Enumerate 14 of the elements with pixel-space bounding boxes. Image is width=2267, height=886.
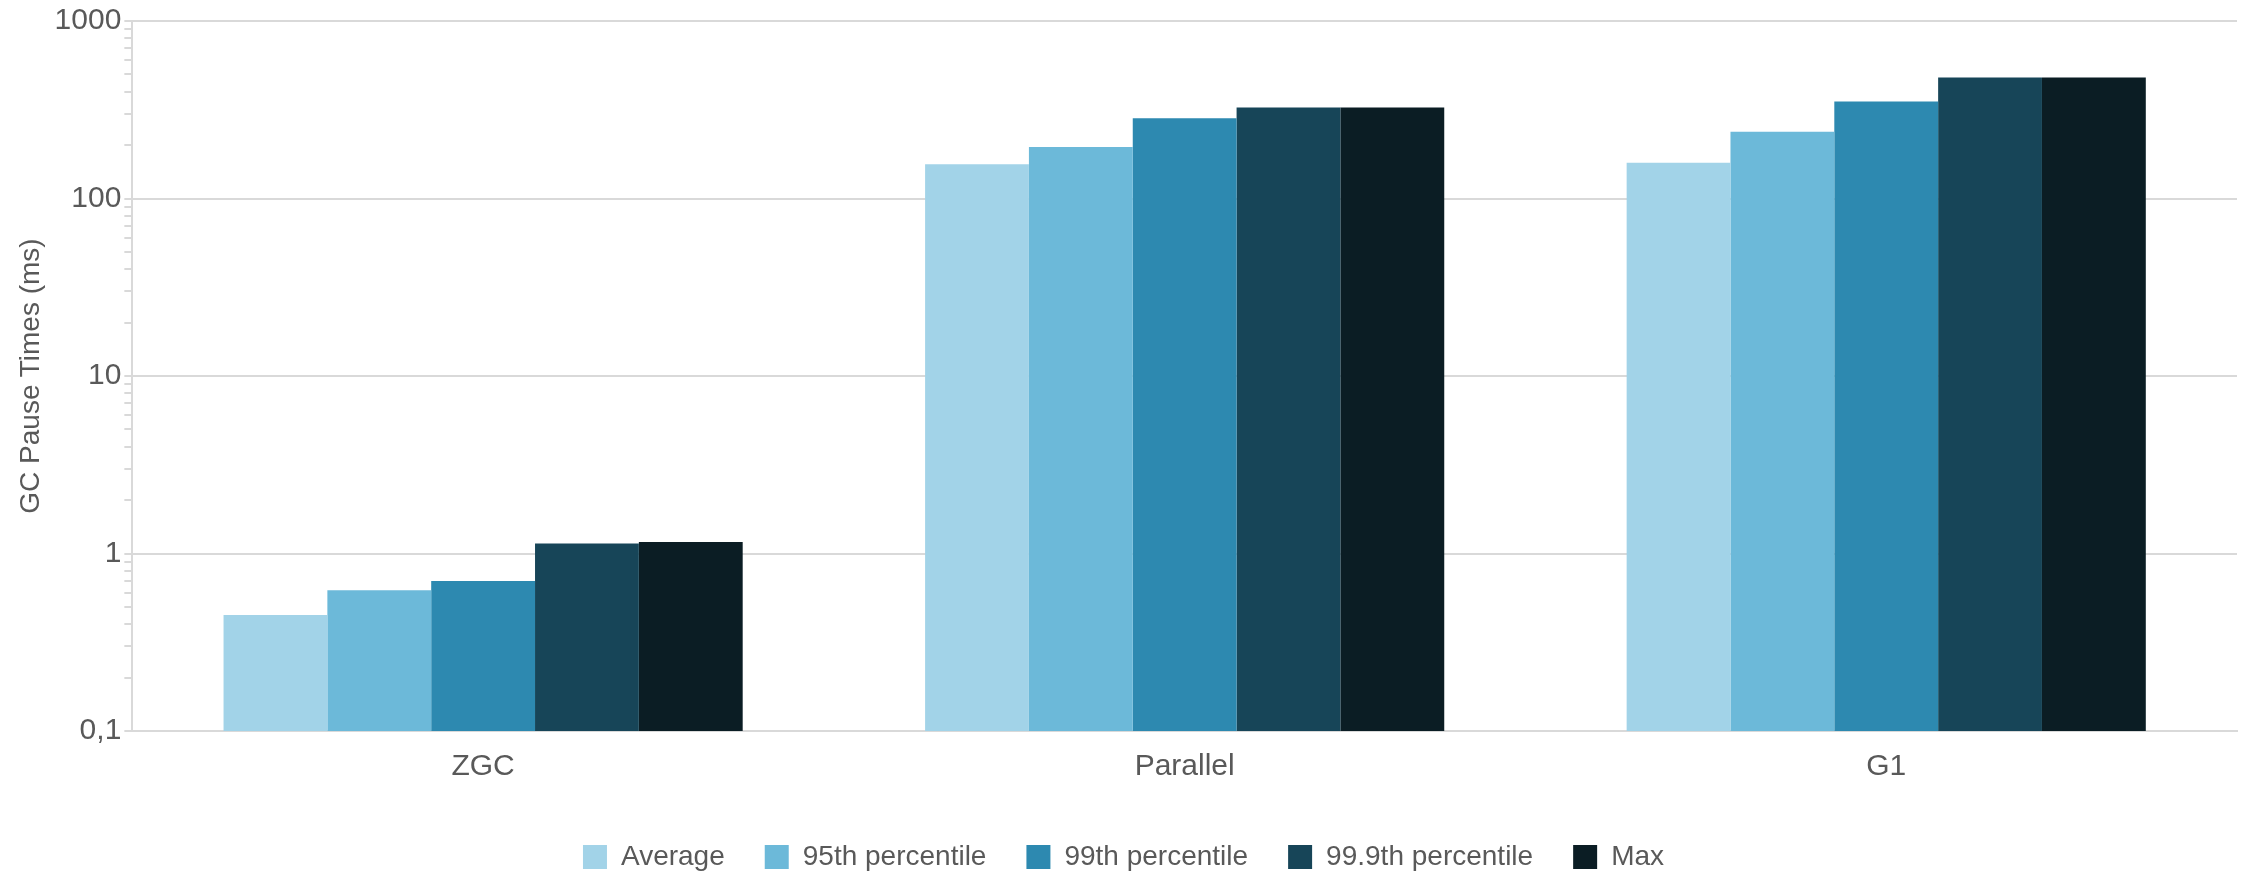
x-tick-label: ZGC — [451, 748, 515, 782]
y-axis-title: GC Pause Times (ms) — [13, 238, 45, 514]
y-tick-label: 100 — [71, 179, 122, 213]
y-tick-label: 0,1 — [79, 712, 122, 746]
x-tick-label: Parallel — [1134, 748, 1235, 782]
legend-label: Max — [1611, 839, 1665, 871]
y-tick-label: 1000 — [54, 2, 122, 36]
legend-label: Average — [620, 839, 725, 871]
x-tick-label: G1 — [1866, 748, 1907, 782]
legend-label: 99th percentile — [1064, 839, 1249, 871]
legend-label: 99.9th percentile — [1326, 839, 1534, 871]
y-tick-label: 10 — [87, 357, 122, 391]
y-tick-label: 1 — [104, 534, 122, 568]
legend-label: 95th percentile — [802, 839, 987, 871]
